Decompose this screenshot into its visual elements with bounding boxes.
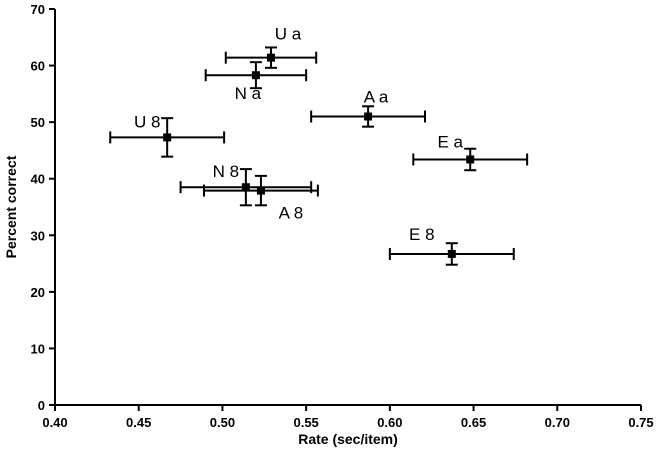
data-point: U a	[224, 25, 318, 69]
axes: 0.40 0.45 0.50 0.55 0.60 0.65 0.70 0.75 0 10 20 30 4…	[31, 2, 654, 430]
x-tick-label: 0.70	[545, 415, 570, 430]
point-label: N 8	[213, 162, 239, 181]
point-label: E 8	[409, 225, 435, 244]
data-point: A 8	[203, 174, 319, 223]
data-point: N 8	[179, 162, 313, 207]
point-label: N a	[235, 84, 262, 103]
x-axis-title: Rate (sec/item)	[298, 431, 398, 447]
y-tick-label: 70	[31, 2, 45, 17]
data-points: U a N a U 8 A a E a N 8 A 8 E 8	[109, 25, 529, 266]
y-axis-title: Percent correct	[3, 155, 19, 258]
point-marker	[364, 112, 373, 121]
y-tick-label: 30	[31, 228, 45, 243]
x-tick-label: 0.75	[628, 415, 653, 430]
point-marker	[447, 249, 456, 258]
data-point: E a	[412, 132, 529, 172]
point-marker	[266, 53, 275, 62]
point-label: A a	[364, 87, 389, 106]
point-label: E a	[437, 132, 463, 151]
x-tick-label: 0.50	[210, 415, 235, 430]
x-tick-label: 0.65	[461, 415, 486, 430]
data-point: N a	[204, 61, 308, 103]
point-marker	[241, 183, 250, 192]
y-tick-label: 20	[31, 285, 45, 300]
point-label: U 8	[134, 112, 160, 131]
point-marker	[163, 133, 172, 142]
point-marker	[256, 186, 265, 195]
y-tick-label: 10	[31, 341, 45, 356]
y-tick-label: 60	[31, 59, 45, 74]
y-tick-label: 40	[31, 172, 45, 187]
point-marker	[466, 155, 475, 164]
point-label: U a	[275, 25, 302, 44]
y-tick-label: 50	[31, 115, 45, 130]
x-tick-label: 0.60	[377, 415, 402, 430]
x-tick-label: 0.45	[126, 415, 151, 430]
y-tick-label: 0	[38, 398, 45, 413]
x-tick-label: 0.55	[293, 415, 318, 430]
data-point: U 8	[109, 112, 226, 158]
point-label: A 8	[279, 204, 304, 223]
data-point: A a	[310, 87, 427, 128]
data-point: E 8	[388, 225, 515, 266]
point-marker	[251, 71, 260, 80]
x-tick-label: 0.40	[42, 415, 67, 430]
